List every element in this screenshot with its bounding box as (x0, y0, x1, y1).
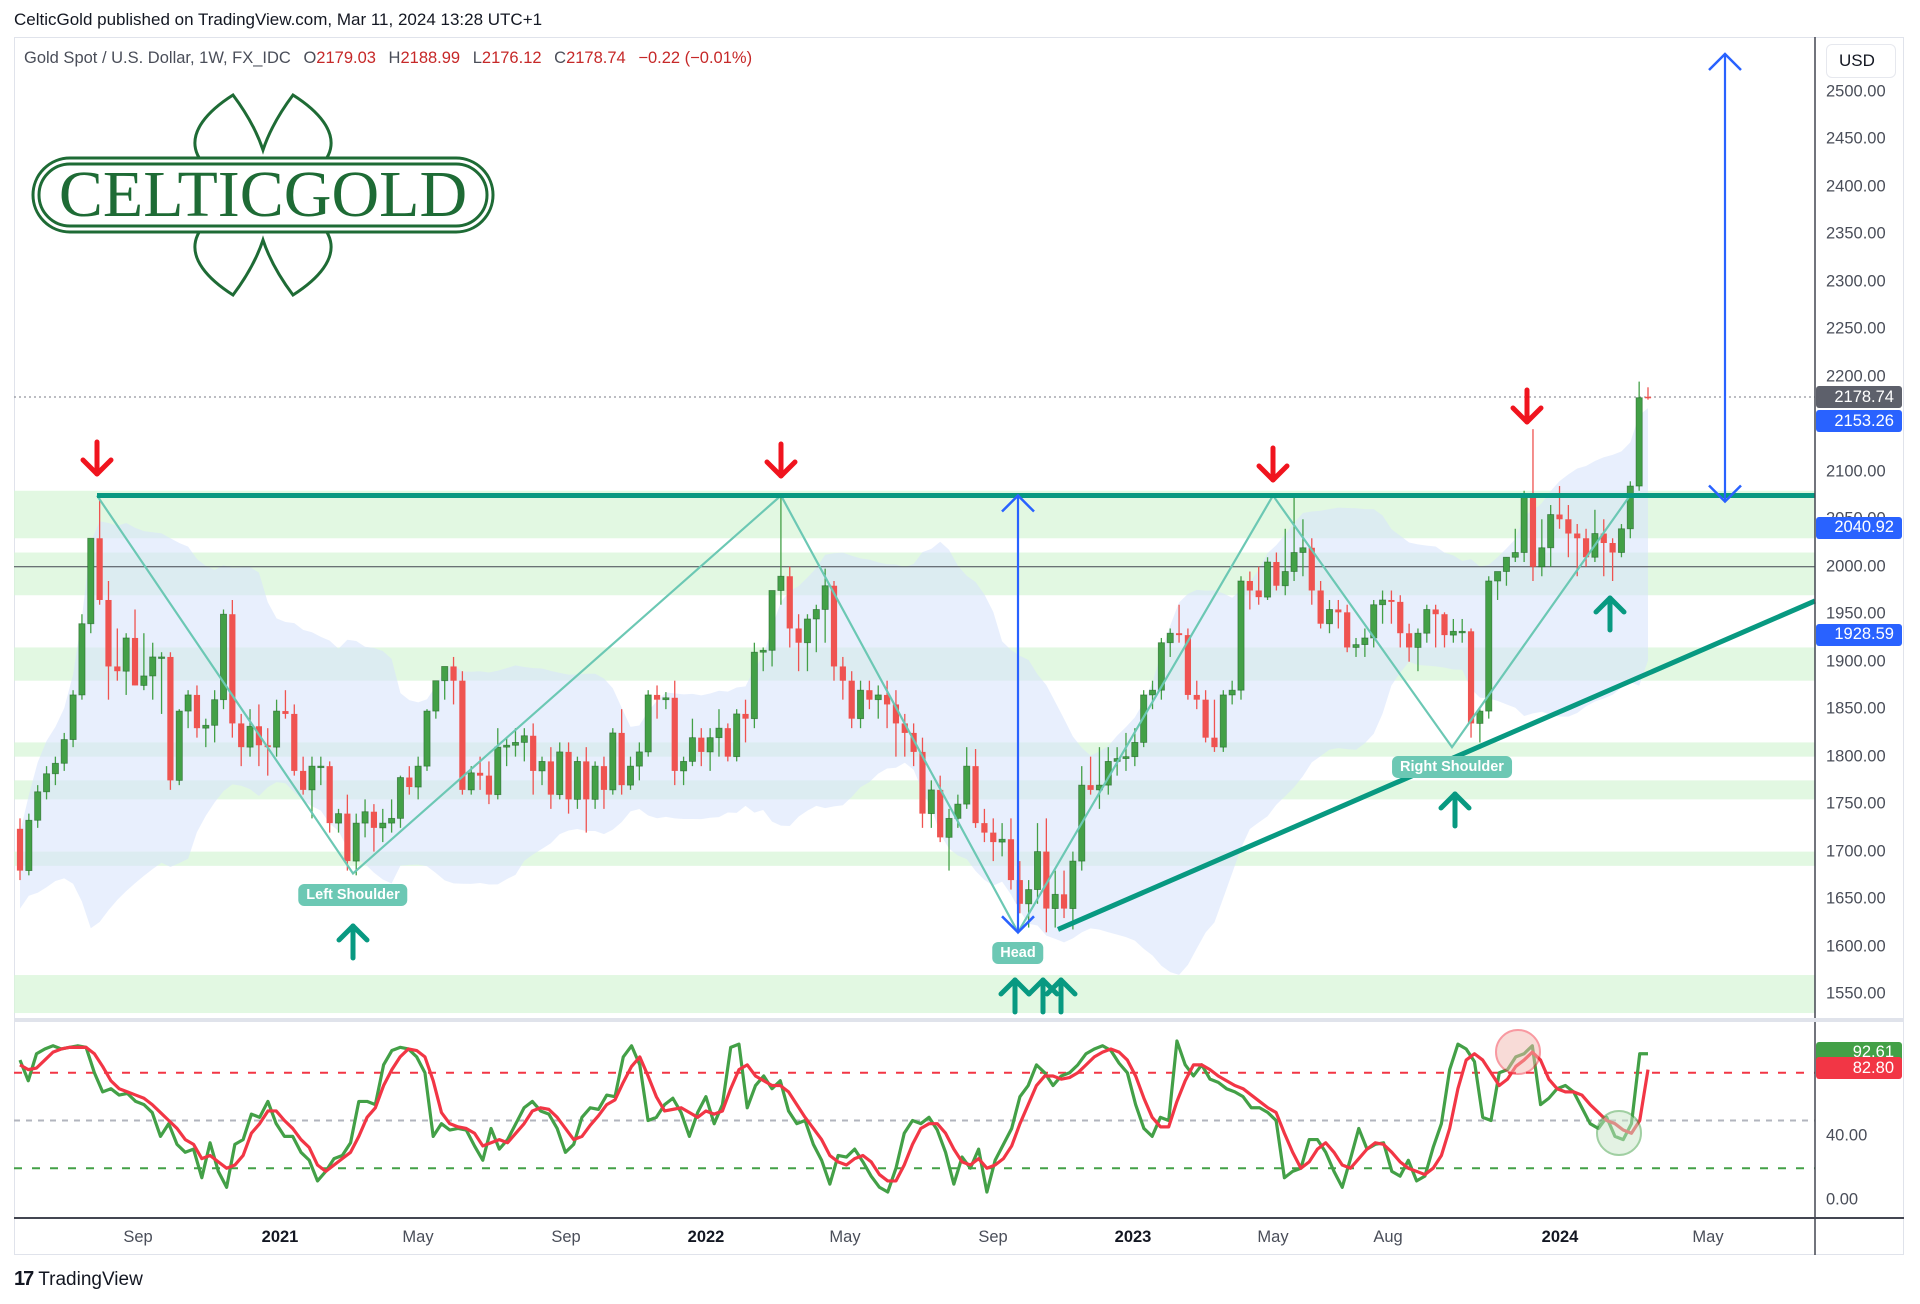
price-tick: 2300.00 (1826, 272, 1886, 291)
open-value: 2179.03 (316, 49, 376, 67)
head-label: Head (992, 942, 1044, 964)
price-tick: 1650.00 (1826, 889, 1886, 908)
price-tick: 1750.00 (1826, 794, 1886, 813)
price-tick: 2500.00 (1826, 82, 1886, 101)
svg-text:CELTICGOLD: CELTICGOLD (59, 158, 467, 231)
time-tick: May (402, 1228, 434, 1246)
close-value: 2178.74 (566, 49, 626, 67)
price-tag: 2178.74 (1816, 386, 1902, 409)
price-tick: 2450.00 (1826, 129, 1886, 148)
published-by: CelticGold published on TradingView.com,… (14, 10, 543, 29)
price-tick: 1550.00 (1826, 984, 1886, 1003)
price-tick: 2400.00 (1826, 177, 1886, 196)
price-tag: 1928.59 (1816, 623, 1902, 646)
currency-selector[interactable]: USD (1826, 44, 1896, 78)
price-tick: 1850.00 (1826, 699, 1886, 718)
time-tick: 2021 (261, 1228, 299, 1246)
right-shoulder-label: Right Shoulder (1392, 756, 1512, 778)
price-tick: 2100.00 (1826, 462, 1886, 481)
price-tick: 2200.00 (1826, 367, 1886, 386)
price-tick: 2250.00 (1826, 319, 1886, 338)
time-tick: May (1257, 1228, 1289, 1246)
symbol-legend: Gold Spot / U.S. Dollar, 1W, FX_IDC O217… (24, 49, 753, 67)
celticgold-logo: CELTICGOLD (31, 92, 495, 298)
price-tick: 2000.00 (1826, 557, 1886, 576)
price-tick: 1600.00 (1826, 937, 1886, 956)
price-tag: 2153.26 (1816, 410, 1902, 433)
tradingview-logo-icon: 17 (14, 1268, 34, 1290)
price-tag: 2040.92 (1816, 516, 1902, 539)
price-tick: 1800.00 (1826, 747, 1886, 766)
stoch-tick: 0.00 (1826, 1190, 1859, 1209)
time-tick: 2023 (1114, 1228, 1152, 1246)
time-tick: 2022 (687, 1228, 725, 1246)
time-tick: Aug (1373, 1228, 1403, 1246)
time-tick: Sep (978, 1228, 1008, 1246)
change-value: −0.22 (−0.01%) (638, 49, 753, 67)
left-shoulder-label: Left Shoulder (298, 884, 408, 906)
reference-lines (14, 396, 1815, 568)
time-tick: Sep (123, 1228, 153, 1246)
stoch-tag: 82.80 (1816, 1057, 1902, 1080)
time-tick: Sep (551, 1228, 581, 1246)
price-tick: 2350.00 (1826, 224, 1886, 243)
axes-borders (14, 37, 1904, 1255)
time-tick: May (1692, 1228, 1724, 1246)
chart-frame (14, 37, 1904, 1255)
tradingview-footer[interactable]: 17 TradingView (14, 1268, 143, 1291)
price-tick: 1900.00 (1826, 652, 1886, 671)
symbol-title: Gold Spot / U.S. Dollar, 1W, FX_IDC (24, 49, 291, 67)
time-tick: May (829, 1228, 861, 1246)
low-value: 2176.12 (481, 49, 542, 67)
bollinger-band (20, 408, 1648, 975)
time-tick: 2024 (1541, 1228, 1579, 1246)
price-tick: 1700.00 (1826, 842, 1886, 861)
candlesticks (16, 381, 1652, 933)
price-tick: 1950.00 (1826, 604, 1886, 623)
high-value: 2188.99 (400, 49, 461, 67)
stoch-tick: 40.00 (1826, 1126, 1868, 1145)
stochastic-pane (14, 1029, 1815, 1194)
annotation-arrows (80, 387, 1627, 1015)
footer-brand: TradingView (38, 1268, 143, 1290)
